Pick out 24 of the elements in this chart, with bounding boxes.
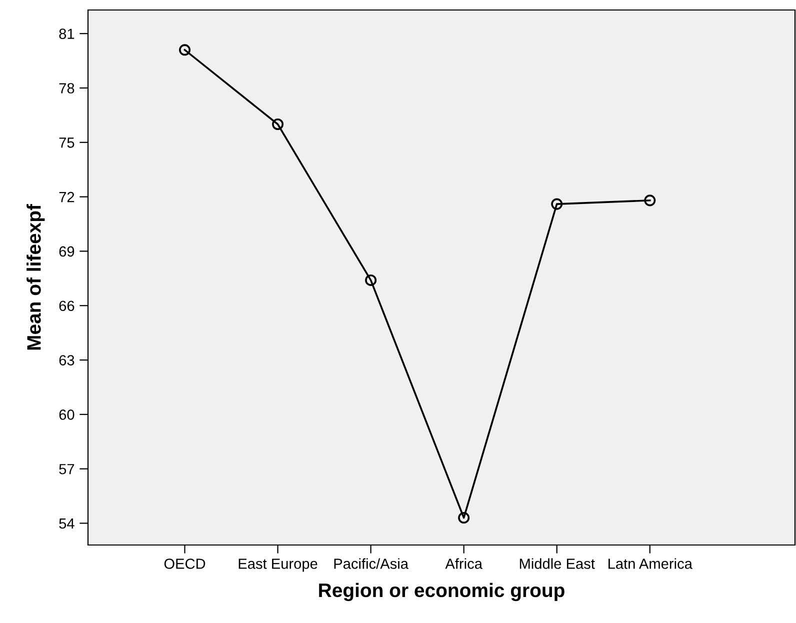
y-tick-label: 69 bbox=[59, 246, 74, 257]
y-tick-label: 54 bbox=[59, 518, 74, 529]
x-tick-label: Middle East bbox=[520, 558, 595, 569]
point bbox=[551, 198, 563, 210]
y-axis-title: Mean of lifeexpf bbox=[26, 204, 45, 350]
y-tick-label: 78 bbox=[59, 83, 74, 94]
point bbox=[365, 274, 377, 286]
x-tick-label: Africa bbox=[445, 558, 482, 569]
y-tick-label: 81 bbox=[59, 28, 74, 40]
point bbox=[178, 44, 191, 56]
y-tick-label: 57 bbox=[59, 464, 74, 474]
y-tick-label: 66 bbox=[59, 300, 74, 312]
x-tick-label: East Europe bbox=[238, 558, 318, 572]
x-tick-label: Pacific/Asia bbox=[334, 558, 408, 569]
y-tick-label: 63 bbox=[59, 355, 74, 366]
x-axis-title: Region or economic group bbox=[319, 582, 564, 602]
x-tick-label: OECD bbox=[164, 558, 206, 569]
point bbox=[458, 512, 470, 524]
x-tick-label: Latn America bbox=[608, 558, 692, 569]
y-tick-label: 60 bbox=[59, 410, 74, 420]
point bbox=[272, 118, 284, 130]
y-tick-label: 72 bbox=[59, 192, 74, 202]
y-tick-label: 75 bbox=[59, 138, 74, 148]
point bbox=[644, 194, 656, 206]
